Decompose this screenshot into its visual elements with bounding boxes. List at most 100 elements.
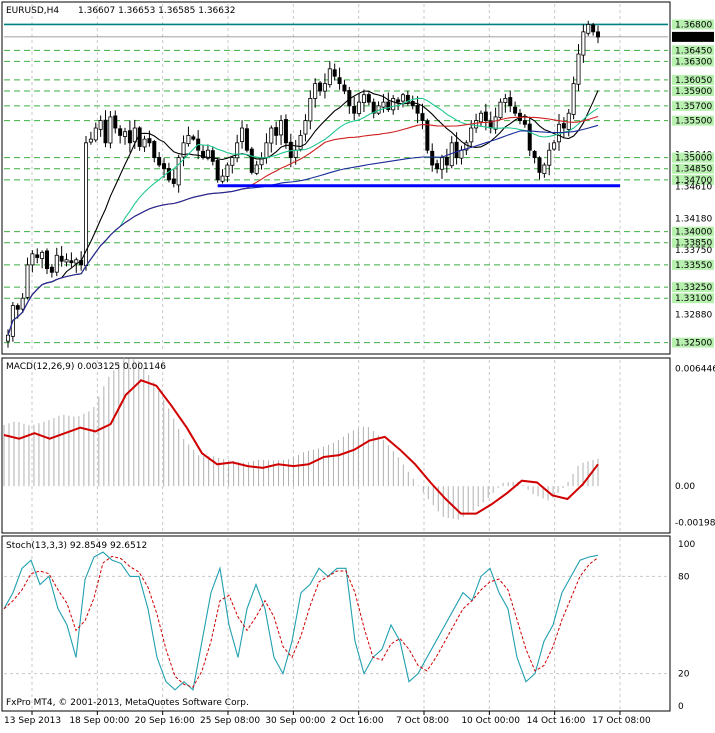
candle-body xyxy=(137,127,142,147)
candle-body xyxy=(74,259,79,264)
time-tick-label: 10 Oct 00:00 xyxy=(461,716,520,726)
candle-body xyxy=(225,164,230,177)
candle-body xyxy=(45,250,50,270)
price-level-label-bg xyxy=(672,226,714,237)
price-tick-label: 1.36300 xyxy=(675,57,712,67)
candle-body xyxy=(391,98,396,111)
candle-body xyxy=(186,135,191,145)
macd-axis: 0.006446 0.00 -0.001987 xyxy=(671,358,715,533)
candle-body xyxy=(166,168,171,181)
candle-body xyxy=(352,106,357,114)
candle-body xyxy=(215,160,220,181)
candle-body xyxy=(303,120,308,135)
candle-body xyxy=(64,259,69,263)
candle-body xyxy=(235,142,240,159)
candle-body xyxy=(439,157,444,170)
candle-body xyxy=(425,120,430,151)
stochastic-axis: 100 80 20 0 xyxy=(671,536,715,712)
candle-body xyxy=(322,83,327,92)
candle-body xyxy=(88,138,93,143)
candle-body xyxy=(561,123,566,129)
price-panel[interactable]: EURUSD,H4 1.36607 1.36653 1.36585 1.3663… xyxy=(1,1,715,355)
candle-body xyxy=(410,101,415,107)
ma-fast-line xyxy=(7,90,599,336)
stochastic-grid xyxy=(4,538,668,709)
price-level-label-bg xyxy=(672,45,714,56)
candle-body xyxy=(210,150,215,162)
candle-body xyxy=(205,149,210,159)
candle-body xyxy=(283,119,288,144)
candle-body xyxy=(537,157,542,173)
time-tick-label: 18 Sep 00:00 xyxy=(69,716,129,726)
price-level-label-bg xyxy=(672,282,714,293)
candle-body xyxy=(522,120,527,125)
candle-body xyxy=(400,94,405,102)
candle-body xyxy=(366,94,371,103)
price-level-label-bg xyxy=(672,100,714,111)
candle-body xyxy=(25,264,30,298)
copyright-label: FxPro MT4, © 2001-2013, MetaQuotes Softw… xyxy=(6,698,249,708)
candle-body xyxy=(459,149,464,159)
candle-body xyxy=(337,77,342,85)
time-tick-label: 7 Oct 08:00 xyxy=(396,716,449,726)
candle-body xyxy=(474,120,479,129)
candle-body xyxy=(220,175,225,182)
stoch-signal-path xyxy=(3,555,599,688)
candle-body xyxy=(542,164,547,175)
candle-body xyxy=(249,148,254,173)
candle-body xyxy=(84,142,89,267)
time-tick-label: 30 Sep 00:00 xyxy=(265,716,325,726)
candle-body xyxy=(157,156,162,166)
candle-body xyxy=(586,24,591,34)
candle-body xyxy=(240,127,245,142)
macd-tick-label: 0.00 xyxy=(675,482,695,492)
candle-body xyxy=(152,141,157,159)
candle-body xyxy=(508,97,513,107)
price-tick-label: 1.36050 xyxy=(675,76,712,86)
symbol-label: EURUSD,H4 xyxy=(6,6,59,16)
candle-body xyxy=(279,120,284,136)
candle-body xyxy=(49,266,54,273)
macd-panel[interactable]: MACD(12,26,9) 0.003125 0.001146 0.006446… xyxy=(1,357,715,534)
candle-body xyxy=(493,116,498,130)
price-tick-label: 1.34610 xyxy=(675,182,712,192)
candle-body xyxy=(171,178,176,184)
price-level-label-bg xyxy=(672,237,714,248)
candle-body xyxy=(274,127,279,136)
stochastic-panel[interactable]: Stoch(13,3,3) 92.8549 92.6512 FxPro MT4,… xyxy=(1,535,715,712)
price-tick-label: 1.32500 xyxy=(675,339,712,349)
candle-body xyxy=(591,24,596,33)
price-level-label-bg xyxy=(672,163,714,174)
price-tick-label: 1.36800 xyxy=(675,20,712,30)
stoch-axis-bg xyxy=(671,536,715,711)
time-tick-label: 25 Sep 08:00 xyxy=(200,716,260,726)
candle-body xyxy=(40,251,45,259)
ma-slow-blue-line xyxy=(7,124,599,336)
price-level-label-bg xyxy=(672,86,714,97)
candle-body xyxy=(35,254,40,258)
candle-body xyxy=(483,111,488,122)
candle-body xyxy=(444,156,449,166)
stochastic-title: Stoch(13,3,3) 92.8549 92.6512 xyxy=(6,541,147,551)
time-axis: 13 Sep 2013 18 Sep 00:00 20 Sep 16:00 25 Se… xyxy=(4,711,651,726)
stoch-tick-label: 100 xyxy=(678,540,695,550)
candle-body xyxy=(142,138,147,148)
price-level-label-bg xyxy=(672,174,714,185)
time-tick-label: 2 Oct 16:00 xyxy=(331,716,384,726)
moving-average-lines xyxy=(7,90,599,336)
candle-body xyxy=(113,115,118,129)
candle-body xyxy=(30,253,35,266)
candle-body xyxy=(103,119,108,144)
candle-body xyxy=(288,141,293,159)
candle-body xyxy=(313,83,318,99)
ohlc-label: 1.36607 1.36653 1.36585 1.36632 xyxy=(78,6,235,16)
price-level-label-bg xyxy=(672,74,714,85)
candle-body xyxy=(581,31,586,56)
stochastic-lines xyxy=(3,551,599,691)
candle-body xyxy=(269,127,274,144)
candle-body xyxy=(532,151,537,159)
macd-tick-label: -0.001987 xyxy=(675,518,715,528)
